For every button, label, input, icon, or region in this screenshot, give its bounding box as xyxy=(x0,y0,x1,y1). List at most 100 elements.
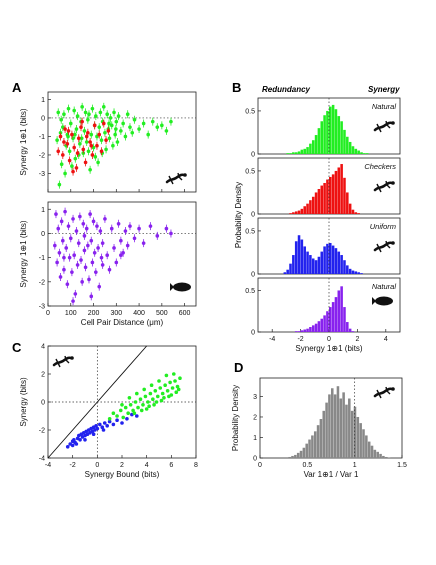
data-point xyxy=(79,125,83,129)
data-point xyxy=(109,123,114,128)
data-point xyxy=(155,125,160,129)
histogram-bar xyxy=(346,192,349,214)
histogram-bar xyxy=(331,104,335,154)
data-point xyxy=(83,160,88,165)
data-point xyxy=(73,132,77,137)
histogram-bar xyxy=(326,311,329,332)
x-tick-label: 0 xyxy=(327,336,331,343)
data-point xyxy=(160,123,164,128)
fish-tail xyxy=(170,283,174,291)
data-point xyxy=(100,241,105,245)
data-point xyxy=(137,226,141,231)
data-point xyxy=(119,253,123,258)
histogram-bar xyxy=(323,115,326,154)
salamander-icon xyxy=(165,172,187,185)
histogram-bar xyxy=(326,243,329,274)
condition-label: Uniform xyxy=(370,222,396,231)
salamander-body xyxy=(373,387,394,398)
data-point xyxy=(141,403,145,407)
histogram-bar xyxy=(367,441,371,458)
histogram-bar xyxy=(323,182,326,214)
data-point xyxy=(150,119,155,124)
data-point xyxy=(169,393,174,397)
data-point xyxy=(99,255,104,260)
data-point xyxy=(90,106,95,111)
salamander-legs xyxy=(55,355,70,368)
plot-frame xyxy=(47,201,197,307)
histogram-bar xyxy=(289,213,292,214)
data-point xyxy=(121,121,125,126)
y-tick-label: 3 xyxy=(253,394,257,401)
data-point xyxy=(174,390,179,395)
histogram-bar xyxy=(354,271,358,274)
histogram-bar xyxy=(294,211,298,214)
data-point xyxy=(99,149,104,154)
data-point xyxy=(132,117,137,122)
histogram-bar xyxy=(337,251,341,274)
chart-b-natural-1: 0 0.5 Natural xyxy=(245,97,401,159)
data-point xyxy=(123,405,128,410)
data-point xyxy=(175,384,180,389)
histogram-bar xyxy=(343,260,346,274)
y-tick-label: 0.5 xyxy=(245,168,255,175)
histogram-bar xyxy=(286,269,289,274)
histogram-bar xyxy=(289,263,292,274)
data-point xyxy=(128,224,132,228)
histogram-bar xyxy=(300,330,304,332)
y-tick-label: -1 xyxy=(39,255,45,262)
data-point xyxy=(165,389,170,393)
data-point xyxy=(70,164,74,168)
x-axis-label: Synergy 1⊕1 (bits) xyxy=(295,344,363,353)
histogram-bar xyxy=(370,445,374,458)
data-point xyxy=(78,438,82,442)
histogram-bar xyxy=(339,398,343,458)
histogram-bar xyxy=(313,431,317,458)
data-point xyxy=(92,250,97,255)
x-tick-label: 400 xyxy=(133,310,145,317)
histogram-bar xyxy=(354,212,358,214)
b-ylabel: Probability Density xyxy=(234,182,243,248)
x-axis-label: Synergy Bound (bits) xyxy=(85,470,160,479)
data-point xyxy=(98,110,103,115)
data-point xyxy=(58,134,63,139)
data-point xyxy=(120,403,124,407)
data-point xyxy=(98,229,103,233)
data-point xyxy=(118,408,123,413)
data-point xyxy=(92,123,97,128)
data-point xyxy=(82,248,87,253)
histogram-bar xyxy=(362,429,365,458)
x-tick-label: 4 xyxy=(145,462,149,469)
chart-b-checkers: 0 0.5 Checkers xyxy=(245,157,401,219)
data-point xyxy=(123,134,128,139)
x-tick-label: 0.5 xyxy=(302,462,312,469)
y-tick-label: 0 xyxy=(251,272,255,279)
histogram-bar xyxy=(363,153,366,154)
data-point xyxy=(146,132,150,137)
histogram-bar xyxy=(299,450,303,458)
histogram-bar xyxy=(294,152,298,154)
fish-tail xyxy=(372,297,376,305)
x-axis-label: Cell Pair Distance (μm) xyxy=(81,318,164,327)
histogram-bar xyxy=(297,210,301,214)
data-point xyxy=(168,380,172,385)
data-point xyxy=(123,229,128,233)
data-point xyxy=(101,428,106,432)
fish-body xyxy=(375,296,393,306)
salamander-icon xyxy=(373,120,395,133)
data-point xyxy=(62,255,66,260)
data-point xyxy=(153,389,158,393)
salamander-icon xyxy=(52,355,74,368)
histogram-bar xyxy=(340,121,343,154)
data-point xyxy=(101,105,106,109)
data-point xyxy=(107,267,112,272)
data-point xyxy=(83,265,88,270)
salamander-legs xyxy=(168,172,183,185)
data-point xyxy=(112,246,116,250)
data-point xyxy=(72,253,76,258)
data-point xyxy=(151,397,155,402)
fish-icon xyxy=(170,282,191,292)
data-point xyxy=(158,386,163,390)
data-point xyxy=(131,408,135,413)
histogram-bar xyxy=(351,209,355,214)
